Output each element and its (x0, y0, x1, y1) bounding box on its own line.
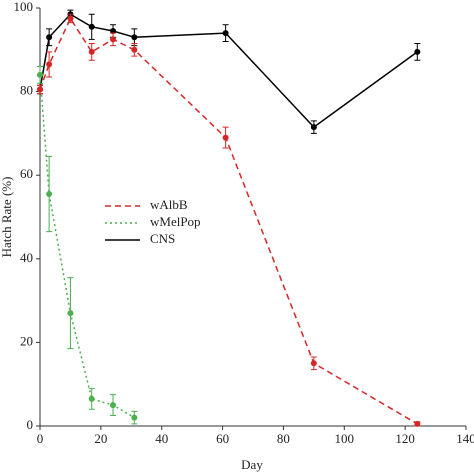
series-line (39, 13, 418, 129)
point (67, 15, 74, 22)
point (414, 48, 421, 55)
point (310, 124, 317, 131)
y-axis-label: Hatch Rate (%) (0, 177, 14, 258)
point (37, 86, 43, 93)
series-line (39, 74, 135, 419)
point (414, 420, 421, 427)
point (46, 61, 53, 68)
point (46, 34, 53, 41)
y-tick-label: 100 (14, 0, 34, 14)
x-tick-label: 140 (456, 431, 474, 446)
point (88, 48, 95, 55)
point (310, 360, 317, 367)
point (88, 395, 95, 402)
x-tick-label: 100 (335, 431, 355, 446)
x-tick-label: 120 (395, 431, 415, 446)
x-tick-label: 60 (216, 431, 229, 446)
legend-label: CNS (150, 231, 175, 246)
point (131, 34, 138, 41)
y-tick-label: 60 (20, 166, 33, 181)
point (37, 71, 43, 78)
point (67, 310, 74, 317)
legend-label: wMelPop (150, 214, 201, 229)
legend-label: wAlbB (150, 197, 188, 212)
point (110, 27, 117, 34)
point (110, 402, 117, 409)
point (46, 191, 53, 198)
y-tick-label: 40 (20, 250, 33, 265)
x-tick-label: 0 (37, 431, 44, 446)
x-tick-label: 20 (94, 431, 107, 446)
point (222, 134, 229, 141)
point (131, 414, 138, 421)
point (131, 46, 138, 53)
x-tick-label: 80 (277, 431, 290, 446)
y-tick-label: 80 (20, 83, 33, 98)
series-line (39, 16, 418, 425)
point (110, 36, 117, 43)
y-tick-label: 0 (27, 417, 34, 432)
y-tick-label: 20 (20, 333, 33, 348)
x-tick-label: 40 (155, 431, 168, 446)
x-axis-label: Day (241, 457, 263, 472)
point (88, 23, 95, 30)
point (222, 30, 229, 37)
